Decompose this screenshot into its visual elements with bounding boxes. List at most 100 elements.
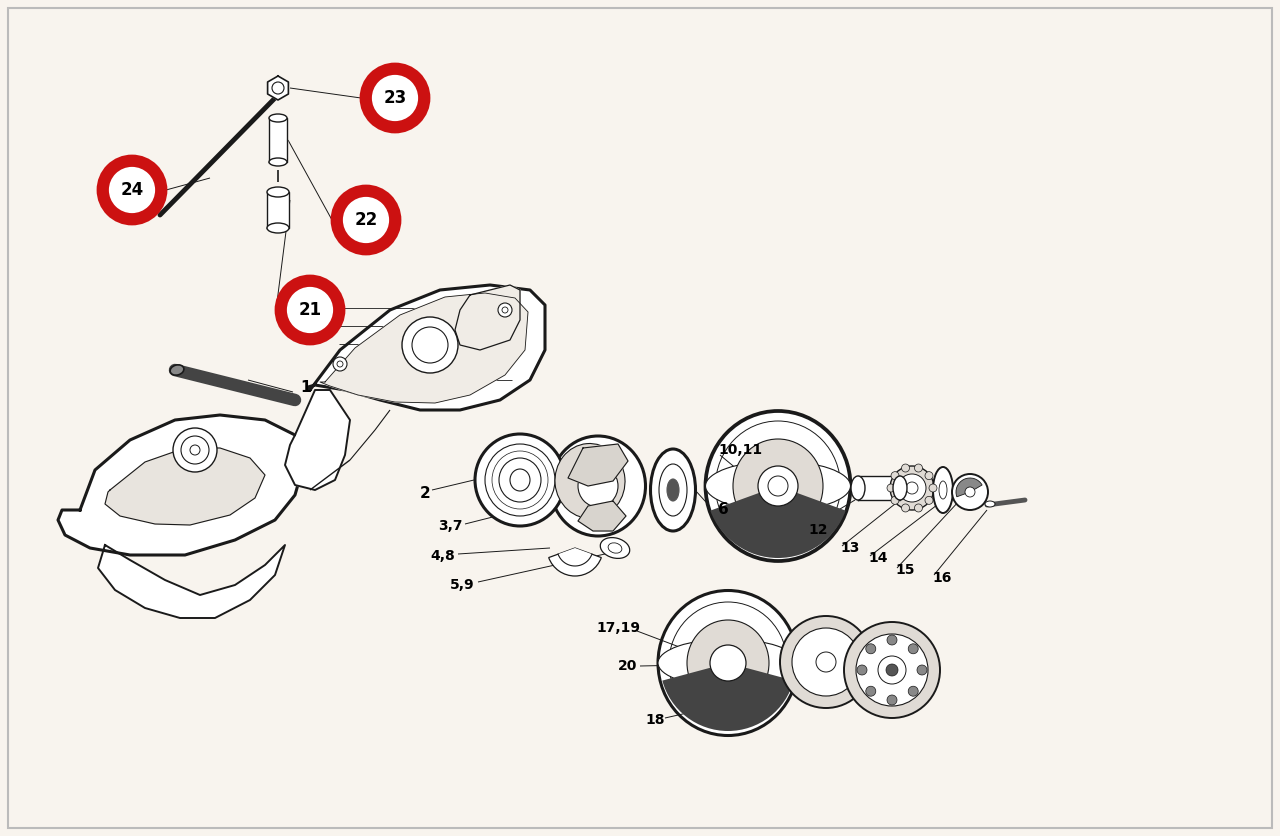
Circle shape (173, 428, 218, 472)
Circle shape (276, 276, 344, 344)
Text: 6: 6 (718, 502, 728, 517)
Ellipse shape (268, 223, 289, 233)
Circle shape (891, 472, 899, 480)
Circle shape (856, 634, 928, 706)
Text: 14: 14 (868, 551, 887, 565)
Text: 1: 1 (300, 380, 311, 395)
Text: 4,8: 4,8 (430, 549, 454, 563)
Text: 20: 20 (618, 659, 637, 673)
Ellipse shape (499, 458, 541, 502)
Text: 17,19: 17,19 (596, 621, 640, 635)
Text: 13: 13 (840, 541, 859, 555)
Ellipse shape (716, 421, 841, 551)
Ellipse shape (658, 639, 797, 687)
Circle shape (914, 464, 923, 472)
Circle shape (916, 665, 927, 675)
Polygon shape (579, 501, 626, 531)
Circle shape (890, 466, 934, 510)
Polygon shape (268, 76, 288, 100)
Circle shape (901, 504, 910, 512)
Ellipse shape (986, 501, 995, 507)
Circle shape (372, 75, 419, 121)
Ellipse shape (269, 158, 287, 166)
Text: 10,11: 10,11 (718, 443, 762, 457)
Polygon shape (320, 293, 529, 403)
Ellipse shape (269, 114, 287, 122)
Text: 3,7: 3,7 (438, 519, 462, 533)
Ellipse shape (550, 436, 645, 536)
Ellipse shape (579, 465, 618, 507)
Circle shape (343, 197, 389, 243)
Text: 22: 22 (355, 211, 378, 229)
Circle shape (887, 695, 897, 705)
Ellipse shape (933, 467, 954, 513)
Ellipse shape (659, 464, 687, 516)
Circle shape (287, 287, 333, 333)
Wedge shape (549, 548, 602, 576)
Wedge shape (956, 478, 982, 497)
Circle shape (899, 474, 925, 502)
Ellipse shape (687, 620, 769, 706)
Circle shape (332, 186, 399, 254)
Circle shape (887, 484, 895, 492)
Circle shape (817, 652, 836, 672)
Circle shape (914, 504, 923, 512)
Ellipse shape (475, 434, 564, 526)
Text: 15: 15 (895, 563, 914, 577)
Circle shape (925, 497, 933, 504)
Ellipse shape (485, 444, 556, 516)
Ellipse shape (600, 538, 630, 558)
Circle shape (901, 464, 910, 472)
Circle shape (189, 445, 200, 455)
Polygon shape (285, 390, 349, 490)
Circle shape (502, 307, 508, 313)
Ellipse shape (705, 461, 850, 511)
Circle shape (361, 64, 429, 132)
Circle shape (273, 82, 284, 94)
Text: 23: 23 (384, 89, 407, 107)
Text: 5,9: 5,9 (451, 578, 475, 592)
Text: 18: 18 (645, 713, 664, 727)
Circle shape (925, 472, 933, 480)
Polygon shape (268, 192, 289, 228)
Circle shape (878, 656, 906, 684)
Circle shape (710, 645, 746, 681)
Circle shape (109, 167, 155, 213)
Circle shape (965, 487, 975, 497)
Polygon shape (454, 285, 520, 350)
Ellipse shape (705, 411, 850, 561)
Circle shape (780, 616, 872, 708)
Polygon shape (99, 545, 285, 618)
Ellipse shape (940, 481, 947, 499)
Circle shape (792, 628, 860, 696)
Circle shape (909, 686, 918, 696)
Ellipse shape (669, 602, 787, 724)
Circle shape (952, 474, 988, 510)
Ellipse shape (650, 449, 695, 531)
Ellipse shape (893, 476, 908, 500)
Text: 2: 2 (420, 486, 431, 501)
Text: 16: 16 (932, 571, 951, 585)
Circle shape (906, 482, 918, 494)
Polygon shape (308, 285, 545, 410)
Circle shape (333, 357, 347, 371)
Ellipse shape (733, 439, 823, 533)
Polygon shape (858, 476, 900, 500)
Circle shape (412, 327, 448, 363)
Circle shape (865, 686, 876, 696)
Wedge shape (710, 486, 846, 558)
Circle shape (886, 664, 899, 676)
Circle shape (929, 484, 937, 492)
Ellipse shape (608, 543, 622, 553)
Circle shape (758, 466, 797, 506)
Polygon shape (105, 448, 265, 525)
Ellipse shape (667, 479, 678, 501)
Ellipse shape (658, 590, 797, 736)
Circle shape (498, 303, 512, 317)
Circle shape (887, 635, 897, 645)
Ellipse shape (509, 469, 530, 491)
Circle shape (337, 361, 343, 367)
Circle shape (844, 622, 940, 718)
Polygon shape (568, 444, 628, 486)
Circle shape (99, 156, 166, 224)
